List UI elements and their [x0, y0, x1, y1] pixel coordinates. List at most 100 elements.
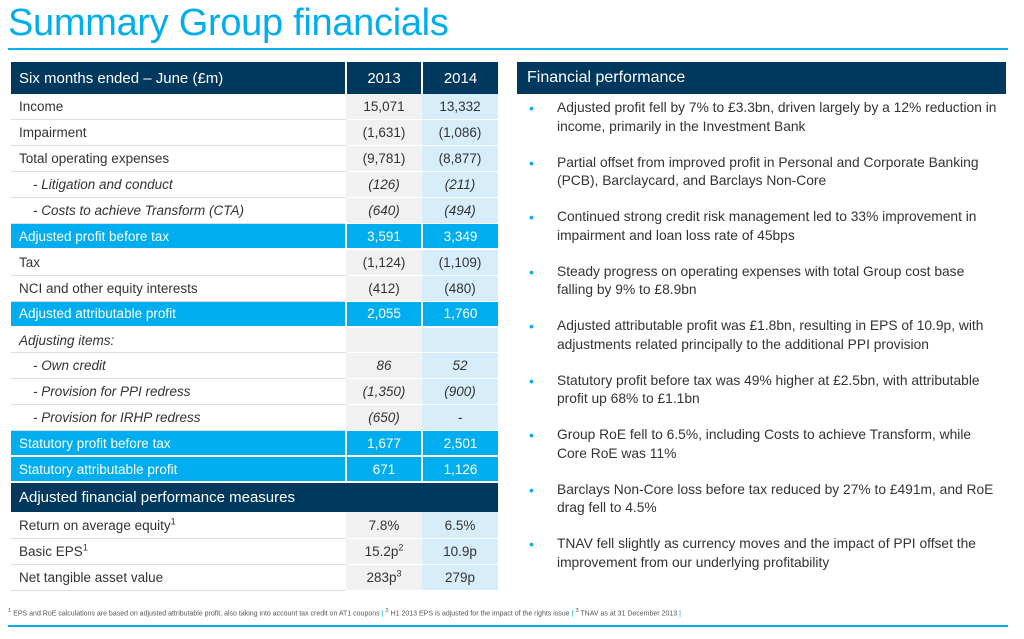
row-label: Statutory profit before tax	[11, 430, 346, 458]
row-label: Total operating expenses	[11, 145, 346, 173]
value-2013: 671	[345, 456, 422, 484]
row-label: Tax	[11, 249, 346, 276]
value-text: 283p	[366, 569, 397, 585]
list-item: • Barclays Non-Core loss before tax reduc…	[523, 481, 1003, 536]
financials-table: Six months ended – June (£m) 2013 2014 I…	[11, 62, 498, 591]
value-2014: (494)	[422, 197, 498, 224]
value-2013	[346, 327, 422, 354]
bullet-text: Partial offset from improved profit in P…	[557, 154, 979, 189]
value-2013: 15.2p2	[346, 538, 422, 565]
value-2014: (8,877)	[422, 145, 498, 173]
footnote-text: TNAV as at 31 December 2013	[580, 610, 678, 618]
table-row-impairment: Impairment (1,631) (1,086)	[11, 119, 498, 147]
row-label: Basic EPS1	[11, 538, 346, 565]
bullet-text: Adjusted profit fell by 7% to £3.3bn, dr…	[557, 100, 997, 134]
label-text: Net tangible asset value	[19, 569, 164, 585]
header-year-2014: 2014	[421, 62, 498, 94]
value-2014: 52	[422, 352, 498, 380]
bullet-text: Barclays Non-Core loss before tax reduce…	[557, 481, 994, 516]
row-label: Adjusting items:	[11, 327, 346, 354]
section-title: Adjusted financial performance measures	[11, 482, 498, 513]
table-row-tax: Tax (1,124) (1,109)	[11, 249, 498, 276]
table-row-adjusting-items: Adjusting items:	[11, 327, 498, 354]
footnote-text: EPS and RoE calculations are based on ad…	[13, 610, 380, 618]
financial-performance-list: • Adjusted profit fell by 7% to £3.3bn, d…	[523, 99, 1003, 590]
bullet-icon: •	[529, 100, 534, 116]
table-row-nci: NCI and other equity interests (412) (48…	[11, 275, 498, 302]
bullet-text: Steady progress on operating expenses wi…	[557, 263, 965, 298]
list-item: • Adjusted profit fell by 7% to £3.3bn, d…	[523, 99, 1003, 154]
row-label: - Litigation and conduct	[11, 171, 346, 199]
list-item: • Statutory profit before tax was 49% hig…	[523, 372, 1003, 427]
footnote-marker: 3	[396, 568, 402, 579]
row-label: - Provision for IRHP redress	[11, 404, 346, 432]
row-label: - Provision for PPI redress	[11, 378, 346, 406]
value-2014: 1,126	[421, 456, 498, 484]
footnote-text: H1 2013 EPS is adjusted for the impact o…	[390, 610, 570, 618]
table-row-adjusted-pbt: Adjusted profit before tax 3,591 3,349	[11, 223, 498, 251]
row-label: Net tangible asset value	[11, 564, 346, 591]
footnote-number: 2	[385, 608, 389, 614]
footnote-number: 1	[8, 608, 12, 614]
value-2013: 7.8%	[346, 512, 422, 539]
value-2013: 2,055	[345, 301, 422, 329]
table-row-statutory-attributable: Statutory attributable profit 671 1,126	[11, 456, 498, 484]
table-row-operating-expenses: Total operating expenses (9,781) (8,877)	[11, 145, 498, 173]
bullet-text: Group RoE fell to 6.5%, including Costs …	[557, 427, 972, 461]
row-label: Income	[11, 94, 346, 121]
bullet-text: Adjusted attributable profit was £1.8bn,…	[557, 318, 984, 352]
table-row-cta: - Costs to achieve Transform (CTA) (640)…	[11, 197, 498, 224]
title-divider	[8, 48, 1008, 50]
header-year-2013: 2013	[345, 62, 422, 94]
value-2013: 15,071	[346, 94, 422, 121]
value-2014: 13,332	[422, 94, 498, 121]
bullet-icon: •	[529, 318, 534, 334]
value-2014: 10.9p	[422, 538, 498, 565]
bottom-divider	[8, 625, 1008, 627]
table-row-income: Income 15,071 13,332	[11, 94, 498, 121]
table-header-row: Six months ended – June (£m) 2013 2014	[11, 62, 498, 94]
value-2014: 3,349	[421, 223, 498, 251]
footnote-marker: 1	[82, 542, 88, 553]
row-label: Adjusted profit before tax	[11, 223, 346, 251]
value-2014: 6.5%	[422, 512, 498, 539]
value-2014: (1,109)	[422, 249, 498, 276]
footnote-marker: 1	[170, 516, 176, 527]
row-label: Statutory attributable profit	[11, 456, 346, 484]
bullet-text: TNAV fell slightly as currency moves and…	[557, 536, 976, 570]
row-label: - Costs to achieve Transform (CTA)	[11, 197, 346, 224]
value-2013: (650)	[346, 404, 422, 432]
row-label: Return on average equity1	[11, 512, 346, 539]
bullet-icon: •	[529, 154, 534, 171]
value-2013: (412)	[346, 275, 422, 302]
value-2013: (1,631)	[346, 119, 422, 147]
list-item: • Adjusted attributable profit was £1.8bn…	[523, 317, 1003, 372]
row-label: - Own credit	[11, 352, 346, 380]
value-2014: (1,086)	[422, 119, 498, 147]
value-2013: 283p3	[346, 564, 422, 591]
bullet-text: Continued strong credit risk management …	[557, 209, 977, 243]
value-2014: (211)	[422, 171, 498, 199]
list-item: • Group RoE fell to 6.5%, including Costs…	[523, 426, 1003, 481]
bullet-icon: •	[529, 209, 534, 225]
value-2014: 279p	[422, 564, 498, 591]
bullet-icon: •	[529, 427, 534, 443]
value-2014	[422, 327, 498, 354]
bullet-icon: •	[529, 263, 534, 280]
value-2013: (9,781)	[346, 145, 422, 173]
financial-performance-header: Financial performance	[517, 62, 1006, 94]
value-2014: -	[422, 404, 498, 432]
footnotes: 1 EPS and RoE calculations are based on …	[8, 608, 681, 617]
list-item: • Continued strong credit risk management…	[523, 208, 1003, 263]
value-2013: (1,124)	[346, 249, 422, 276]
table-row-eps: Basic EPS1 15.2p2 10.9p	[11, 538, 498, 565]
label-text: Return on average equity	[19, 517, 171, 533]
value-2013: 3,591	[345, 223, 422, 251]
table-row-tnav: Net tangible asset value 283p3 279p	[11, 564, 498, 591]
bullet-icon: •	[529, 536, 534, 552]
value-text: 15.2p	[364, 543, 399, 559]
list-item: • Partial offset from improved profit in …	[523, 154, 1003, 209]
bullet-icon: •	[529, 481, 534, 498]
table-row-statutory-pbt: Statutory profit before tax 1,677 2,501	[11, 430, 498, 458]
value-2013: 1,677	[345, 430, 422, 458]
